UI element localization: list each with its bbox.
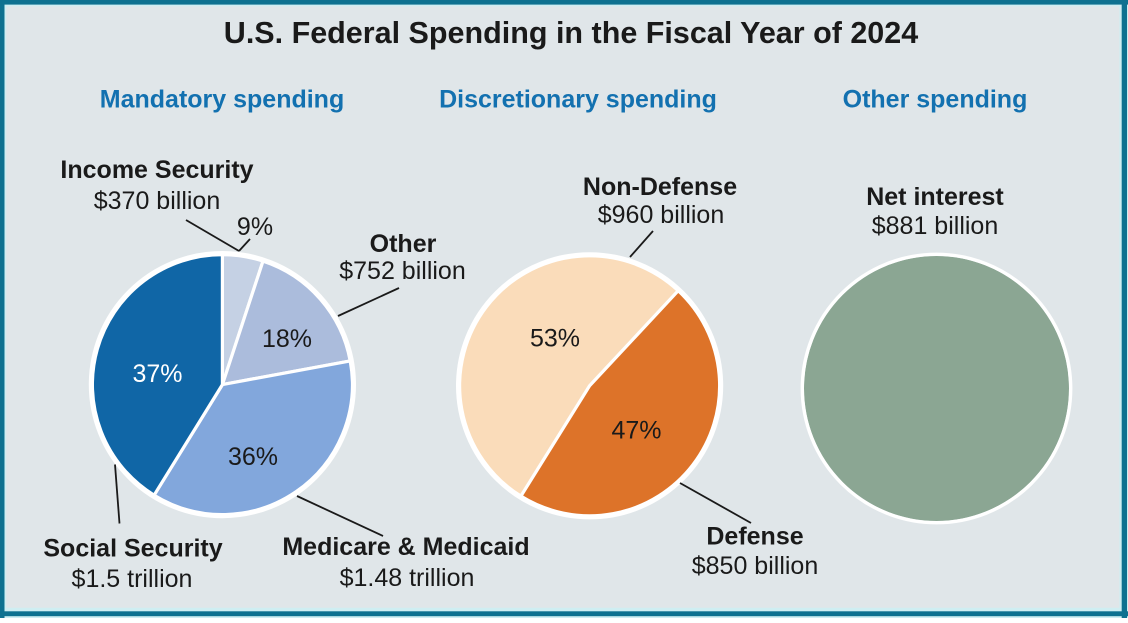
svg-text:Defense: Defense	[706, 523, 803, 551]
svg-text:18%: 18%	[262, 325, 312, 353]
svg-text:47%: 47%	[611, 417, 661, 445]
svg-text:Discretionary spending: Discretionary spending	[439, 86, 717, 114]
svg-text:37%: 37%	[132, 360, 182, 388]
svg-text:$752 billion: $752 billion	[339, 257, 466, 285]
svg-text:Income Security: Income Security	[60, 156, 253, 184]
svg-text:Other spending: Other spending	[843, 86, 1028, 114]
svg-text:Mandatory spending: Mandatory spending	[100, 86, 344, 114]
svg-text:Non-Defense: Non-Defense	[583, 173, 737, 201]
svg-text:Net interest: Net interest	[866, 183, 1004, 211]
svg-text:$1.48 trillion: $1.48 trillion	[340, 564, 475, 592]
svg-text:36%: 36%	[228, 443, 278, 471]
svg-text:53%: 53%	[530, 325, 580, 353]
svg-text:Other: Other	[370, 230, 437, 258]
svg-text:$960 billion: $960 billion	[598, 201, 725, 229]
svg-text:9%: 9%	[237, 213, 273, 241]
svg-text:Medicare & Medicaid: Medicare & Medicaid	[282, 533, 529, 561]
svg-text:$1.5 trillion: $1.5 trillion	[72, 565, 193, 593]
svg-text:U.S. Federal Spending in the F: U.S. Federal Spending in the Fiscal Year…	[224, 16, 918, 50]
svg-text:$881 billion: $881 billion	[872, 212, 999, 240]
svg-text:Social Security: Social Security	[43, 535, 222, 563]
svg-text:$850 billion: $850 billion	[692, 552, 819, 580]
svg-text:$370 billion: $370 billion	[94, 187, 221, 215]
